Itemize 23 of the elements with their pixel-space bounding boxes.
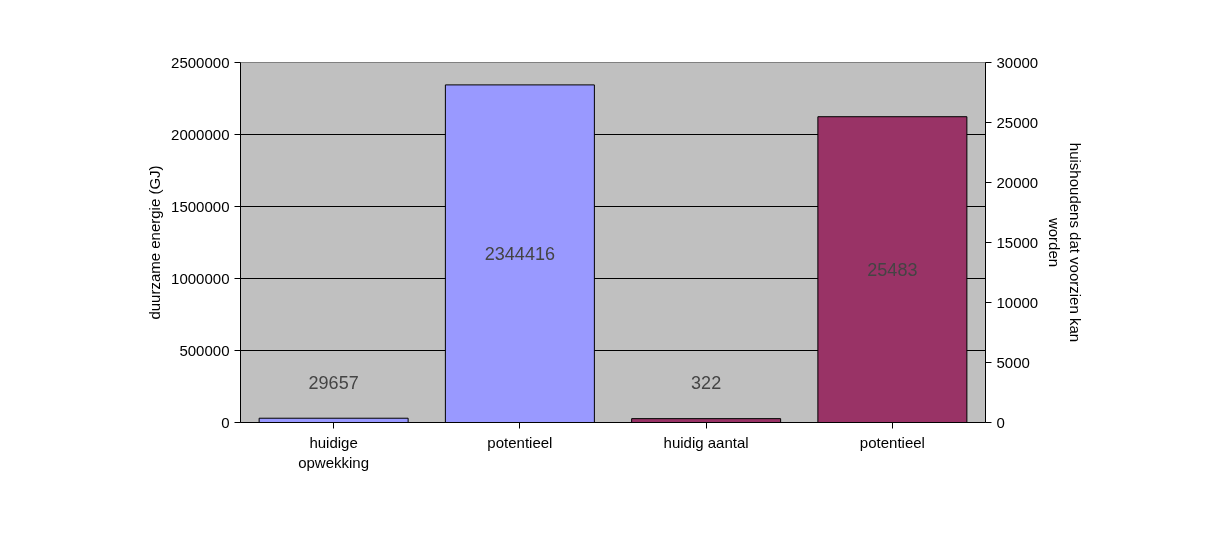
y2-tick-label: 20000 xyxy=(996,173,1039,191)
data-label: 29657 xyxy=(308,372,359,393)
y-tick-label: 1000000 xyxy=(171,269,230,287)
data-label: 2344416 xyxy=(484,244,555,265)
y-tick-label: 500000 xyxy=(179,341,230,359)
y2-tick-label: 10000 xyxy=(996,293,1039,311)
x-tick-label: potentieel xyxy=(859,433,925,451)
data-label: 322 xyxy=(691,373,722,394)
x-tick-label: potentieel xyxy=(487,433,553,451)
y2-tick-label: 0 xyxy=(996,413,1005,431)
y2-tick-label: 15000 xyxy=(996,233,1039,251)
y-tick-label: 2500000 xyxy=(171,53,230,71)
y-tick-label: 2000000 xyxy=(171,125,230,143)
data-label: 25483 xyxy=(867,260,918,281)
y-axis-title: duurzame energie (GJ) xyxy=(146,165,164,320)
y-tick-label: 1500000 xyxy=(171,197,230,215)
x-tick-label: huidige opwekking xyxy=(298,433,370,471)
y2-tick-label: 25000 xyxy=(996,113,1039,131)
y2-tick-label: 30000 xyxy=(996,53,1039,71)
x-tick-label: huidig aantal xyxy=(663,433,749,451)
y2-tick-label: 5000 xyxy=(996,353,1030,371)
y-tick-label: 0 xyxy=(221,413,230,431)
y2-axis-title: huishoudens dat voorzien kan worden xyxy=(1046,142,1084,343)
